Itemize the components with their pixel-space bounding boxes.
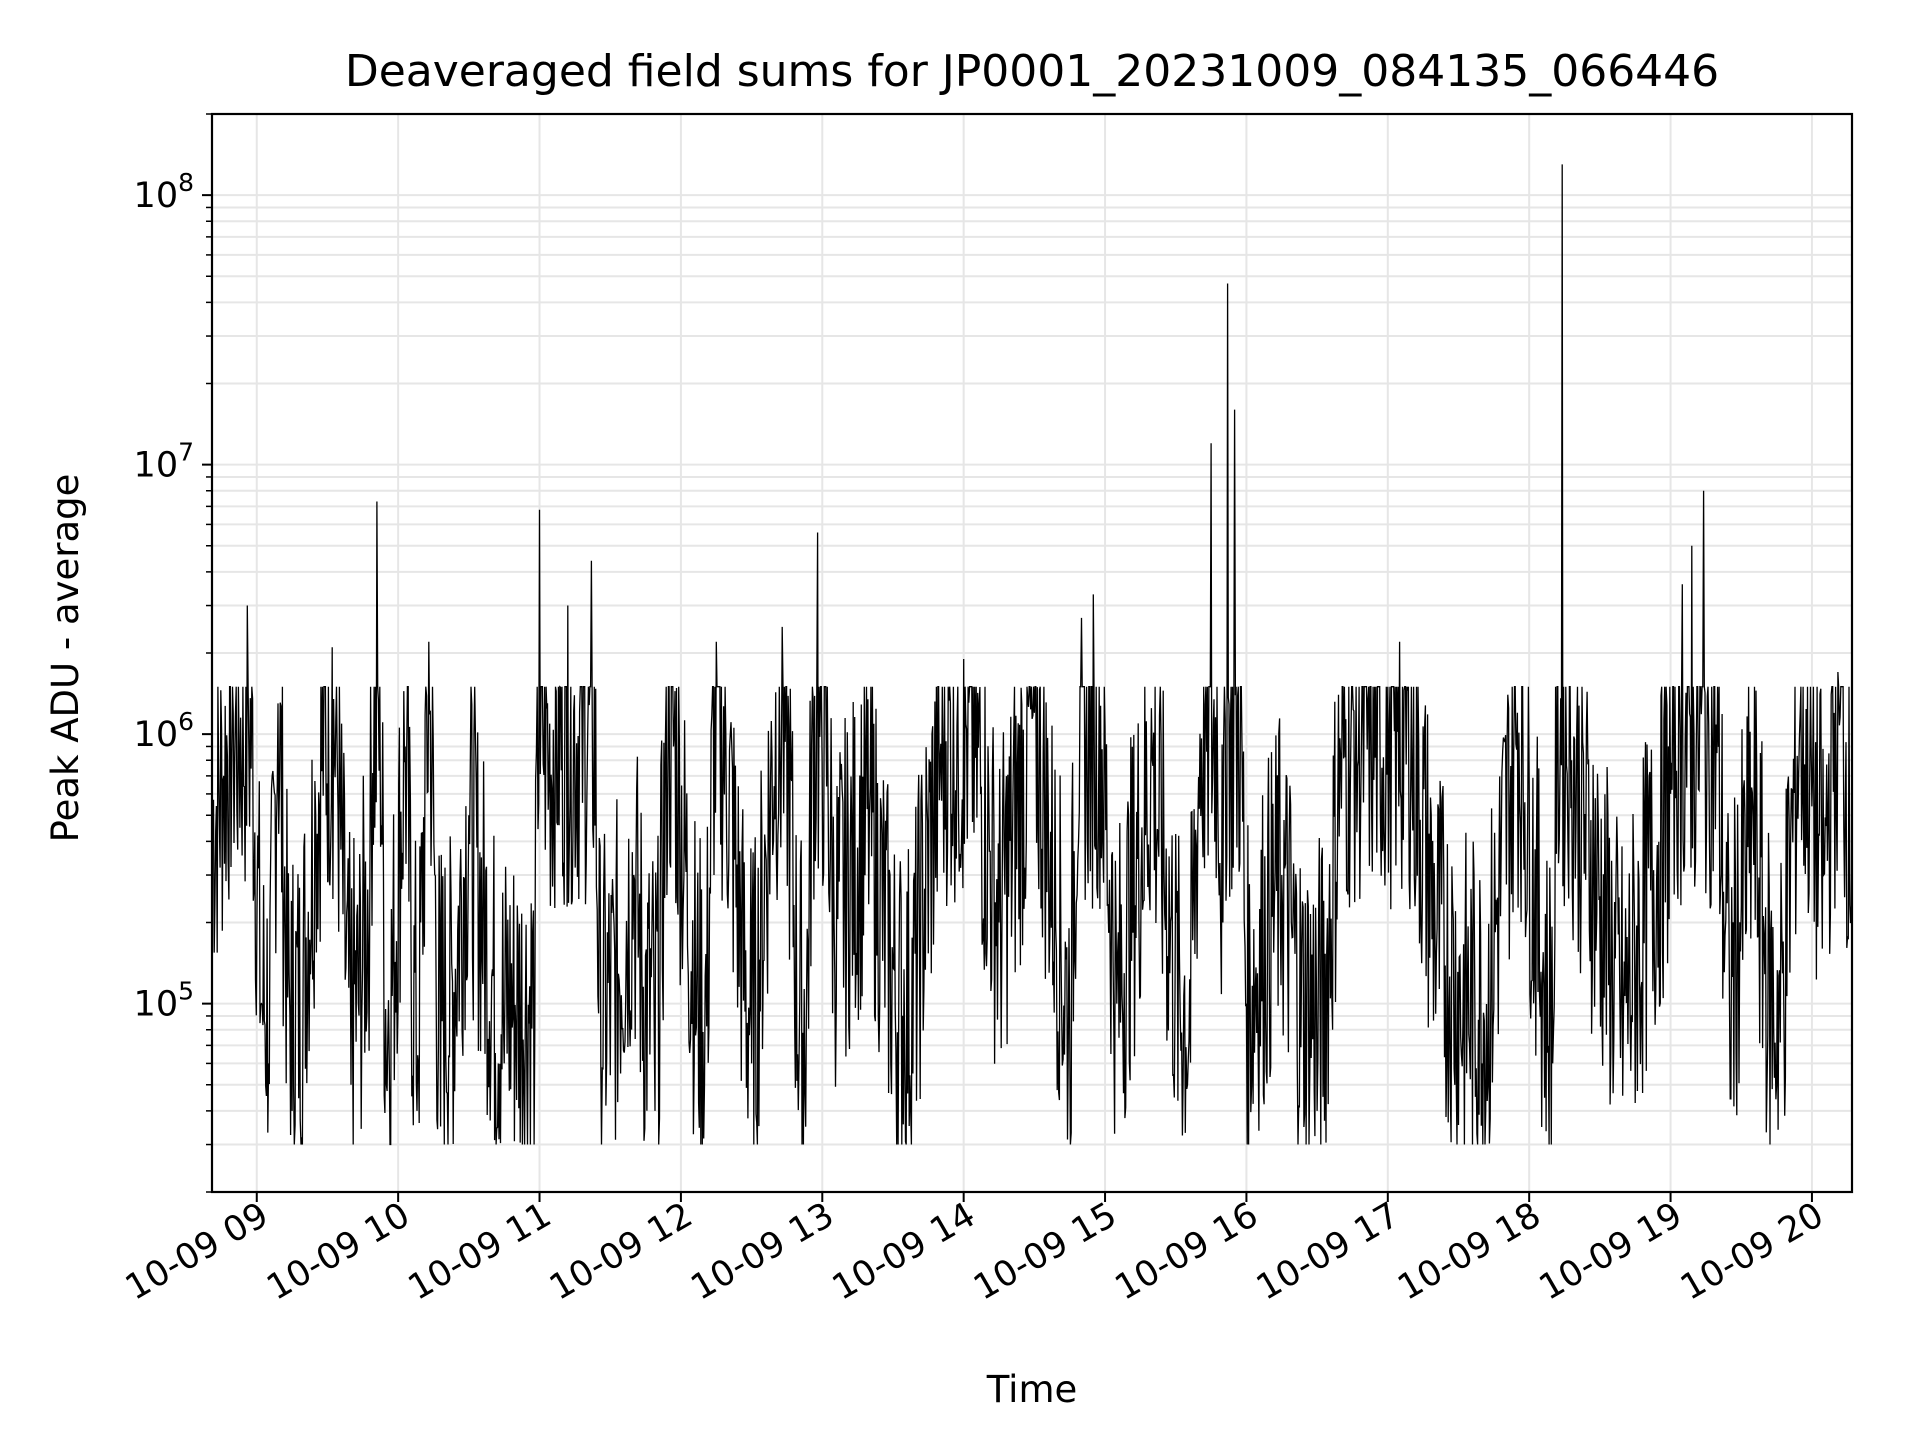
x-tick-label: 10-09 13 <box>684 1195 840 1308</box>
y-tick-label: 107 <box>134 438 194 486</box>
x-tick-label: 10-09 11 <box>402 1195 558 1308</box>
x-tick-label: 10-09 12 <box>543 1195 699 1308</box>
x-tick-label: 10-09 18 <box>1391 1195 1547 1308</box>
x-tick-label: 10-09 10 <box>260 1195 416 1308</box>
chart-title: Deaveraged field sums for JP0001_2023100… <box>345 46 1719 97</box>
series-line <box>211 164 1853 1146</box>
x-tick-label: 10-09 20 <box>1674 1195 1830 1308</box>
y-tick-label: 105 <box>134 977 194 1025</box>
x-tick-label: 10-09 09 <box>119 1195 275 1308</box>
x-tick-label: 10-09 16 <box>1109 1195 1265 1308</box>
x-tick-label: 10-09 19 <box>1533 1195 1689 1308</box>
x-tick-label: 10-09 14 <box>826 1195 982 1308</box>
x-tick-label: 10-09 17 <box>1250 1195 1406 1308</box>
y-axis: 105 106 107 108 <box>134 113 212 1193</box>
y-tick-label: 106 <box>134 707 194 755</box>
x-tick-label: 10-09 15 <box>967 1195 1123 1308</box>
x-axis-label: Time <box>986 1368 1078 1411</box>
y-axis-label: Peak ADU - average <box>44 474 87 843</box>
y-tick-label: 108 <box>134 168 194 216</box>
